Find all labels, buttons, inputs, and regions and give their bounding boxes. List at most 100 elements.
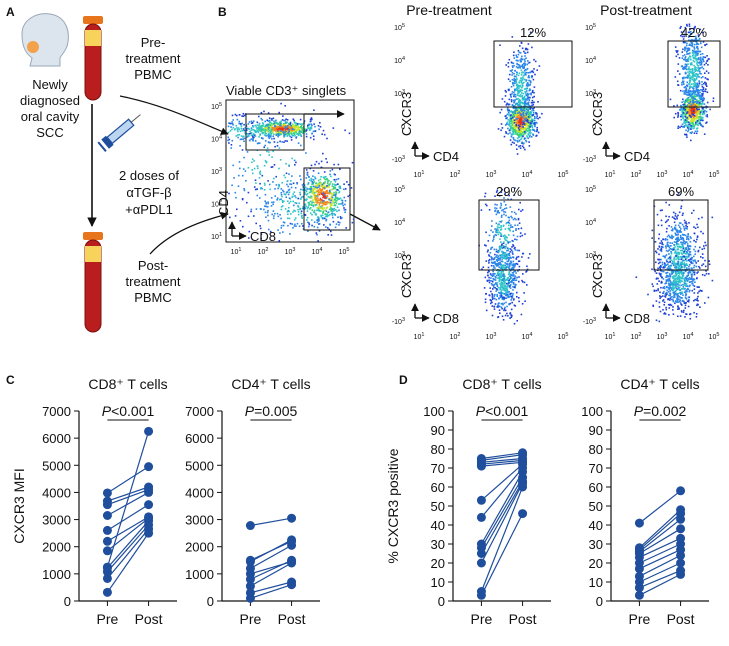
event-dot: [514, 82, 516, 84]
event-dot: [513, 75, 516, 78]
event-dot: [527, 123, 529, 125]
event-dot: [295, 125, 298, 127]
event-dot: [685, 87, 688, 90]
event-dot: [509, 121, 511, 123]
event-dot: [502, 297, 504, 299]
event-dot: [517, 92, 519, 95]
event-dot: [246, 136, 249, 138]
event-dot: [325, 190, 328, 192]
event-dot: [529, 71, 532, 74]
event-dot: [692, 75, 694, 77]
event-dot: [512, 282, 515, 284]
event-dot: [512, 116, 514, 119]
event-dot: [509, 312, 512, 314]
event-dot: [511, 211, 513, 213]
event-dot: [500, 129, 502, 132]
event-dot: [525, 112, 527, 115]
event-dot: [268, 117, 271, 119]
event-dot: [513, 119, 516, 122]
event-dot: [504, 211, 507, 213]
event-dot: [263, 134, 266, 136]
event-dot: [691, 122, 693, 124]
event-dot: [250, 129, 253, 131]
event-dot: [692, 99, 694, 101]
event-dot: [502, 303, 504, 306]
event-dot: [514, 131, 517, 134]
event-dot: [493, 258, 495, 260]
event-dot: [513, 101, 516, 103]
event-dot: [708, 260, 710, 262]
event-dot: [688, 49, 691, 51]
event-dot: [524, 72, 526, 74]
event-dot: [689, 77, 692, 80]
event-dot: [686, 85, 689, 88]
event-dot: [276, 197, 279, 199]
event-dot: [684, 63, 687, 66]
event-dot: [505, 266, 507, 269]
event-dot: [521, 55, 523, 58]
event-dot: [697, 58, 700, 61]
event-dot: [526, 116, 529, 118]
event-dot: [690, 41, 692, 43]
event-dot: [706, 115, 709, 118]
event-dot: [508, 120, 511, 122]
event-dot: [236, 127, 238, 129]
event-dot: [703, 103, 706, 105]
event-dot: [256, 188, 258, 190]
event-dot: [495, 234, 497, 237]
event-dot: [702, 99, 705, 101]
event-dot: [514, 69, 516, 72]
event-dot: [680, 252, 683, 254]
event-dot: [683, 122, 685, 124]
event-dot: [674, 251, 677, 253]
event-dot: [508, 224, 510, 227]
event-dot: [492, 240, 494, 242]
event-dot: [693, 94, 696, 96]
event-dot: [516, 78, 518, 80]
event-dot: [295, 122, 297, 124]
event-dot: [692, 55, 694, 57]
event-dot: [315, 182, 317, 184]
event-dot: [283, 119, 285, 122]
event-dot: [690, 72, 693, 74]
event-dot: [286, 128, 288, 130]
event-dot: [301, 184, 304, 186]
event-dot: [299, 193, 302, 196]
event-dot: [231, 128, 233, 131]
event-dot: [702, 263, 705, 265]
event-dot: [507, 109, 509, 112]
event-dot: [697, 119, 700, 122]
event-dot: [697, 101, 699, 104]
event-dot: [507, 315, 509, 317]
event-dot: [518, 145, 520, 148]
event-dot: [676, 234, 678, 236]
event-dot: [312, 135, 315, 137]
event-dot: [516, 238, 518, 241]
event-dot: [687, 76, 690, 79]
event-dot: [684, 108, 686, 111]
event-dot: [512, 84, 515, 87]
event-dot: [682, 77, 685, 80]
event-dot: [682, 108, 684, 111]
event-dot: [516, 148, 518, 150]
event-dot: [532, 103, 535, 106]
event-dot: [277, 215, 280, 218]
event-dot: [511, 72, 514, 74]
event-dot: [530, 113, 532, 115]
event-dot: [692, 110, 695, 112]
event-dot: [269, 135, 271, 138]
event-dot: [242, 138, 244, 140]
event-dot: [227, 136, 229, 139]
event-dot: [699, 70, 701, 73]
event-dot: [519, 145, 522, 147]
x-tick-label: 105: [339, 247, 350, 256]
event-dot: [526, 103, 528, 106]
event-dot: [682, 111, 684, 113]
event-dot: [297, 134, 300, 137]
event-dot: [292, 128, 295, 131]
event-dot: [496, 230, 498, 232]
event-dot: [528, 98, 530, 100]
event-dot: [280, 227, 283, 229]
event-dot: [702, 107, 704, 109]
